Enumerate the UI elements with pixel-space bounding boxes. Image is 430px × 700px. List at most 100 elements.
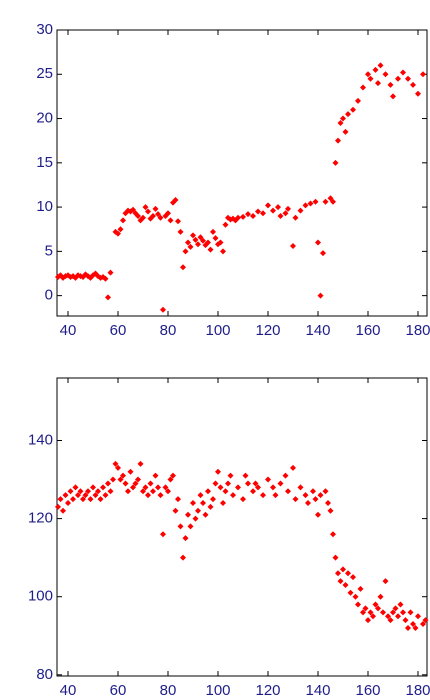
point (382, 71, 389, 78)
point (297, 484, 304, 491)
point (242, 472, 249, 479)
point (355, 601, 361, 608)
point (265, 476, 271, 483)
x-tick-label: 160 (355, 322, 380, 339)
point (117, 226, 124, 233)
point (150, 212, 156, 219)
point (265, 202, 271, 209)
point (360, 84, 366, 91)
plot-frame (56, 377, 428, 677)
point (415, 90, 421, 97)
point (387, 617, 394, 624)
point (72, 484, 79, 491)
point (322, 198, 329, 205)
point (235, 214, 241, 221)
point (315, 239, 321, 246)
x-tick-label: 180 (405, 682, 430, 699)
point (110, 476, 116, 483)
point (342, 581, 349, 588)
point (270, 207, 276, 214)
point (115, 464, 121, 471)
point (235, 484, 241, 491)
x-tick-label: 140 (305, 682, 330, 699)
point (192, 515, 199, 522)
point (250, 488, 256, 495)
point (185, 511, 191, 518)
x-tick-label: 100 (205, 682, 230, 699)
point (217, 484, 224, 491)
point (337, 578, 344, 585)
point (67, 488, 74, 495)
point (125, 488, 131, 495)
point (62, 492, 69, 499)
point (90, 484, 96, 491)
point (402, 617, 409, 624)
point (130, 484, 136, 491)
point (245, 480, 251, 487)
point (222, 221, 229, 228)
x-tick-label: 60 (110, 322, 127, 339)
point (312, 198, 319, 205)
point (332, 159, 339, 166)
point (202, 511, 209, 518)
point (285, 488, 291, 495)
point (175, 496, 181, 503)
x-tick-label: 160 (355, 682, 380, 699)
point (175, 218, 181, 225)
point (310, 488, 316, 495)
point (155, 211, 161, 218)
point (375, 80, 381, 87)
point (102, 492, 109, 499)
point (277, 212, 284, 219)
point (355, 97, 361, 104)
point (320, 250, 326, 257)
x-tick-label: 80 (160, 682, 177, 699)
point (207, 246, 214, 253)
point (117, 476, 124, 483)
point (205, 488, 211, 495)
point (157, 214, 164, 221)
point (107, 488, 114, 495)
point (360, 609, 366, 616)
point (340, 115, 346, 122)
point (212, 235, 219, 242)
point (205, 239, 211, 246)
point (240, 496, 246, 503)
point (82, 492, 89, 499)
x-tick-label: 120 (255, 682, 280, 699)
point (347, 589, 354, 596)
point (325, 499, 331, 506)
point (135, 212, 141, 219)
point (390, 93, 396, 100)
point (272, 492, 279, 499)
point (215, 468, 221, 475)
point (197, 492, 204, 499)
point (85, 488, 91, 495)
point (212, 480, 219, 487)
point (362, 605, 369, 612)
y-tick-label: 80 (36, 666, 53, 683)
y-tick-label: 5 (45, 242, 53, 259)
point (405, 75, 411, 82)
point (315, 511, 321, 518)
point (210, 496, 216, 503)
point (167, 217, 174, 224)
point (332, 554, 339, 561)
point (172, 507, 179, 514)
point (217, 239, 224, 246)
point (152, 205, 159, 212)
x-tick-label: 80 (160, 322, 177, 339)
point (410, 621, 416, 628)
point (370, 613, 376, 620)
point (115, 230, 121, 237)
point (345, 111, 351, 118)
point (122, 480, 129, 487)
point (135, 476, 141, 483)
point (375, 605, 381, 612)
point (245, 211, 251, 218)
point (407, 609, 414, 616)
point (97, 496, 104, 503)
point (180, 554, 186, 561)
point (87, 496, 94, 503)
